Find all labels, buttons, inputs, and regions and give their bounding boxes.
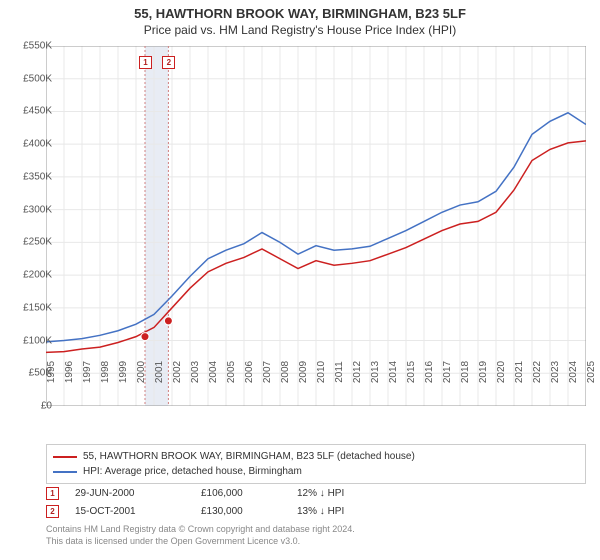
sale-price-1: £106,000 — [201, 488, 281, 499]
y-tick-label: £150K — [8, 302, 52, 313]
y-tick-label: £100K — [8, 335, 52, 346]
chart-title: 55, HAWTHORN BROOK WAY, BIRMINGHAM, B23 … — [0, 0, 600, 21]
x-tick-label: 2006 — [244, 361, 255, 383]
legend-label-property: 55, HAWTHORN BROOK WAY, BIRMINGHAM, B23 … — [83, 451, 415, 462]
x-tick-label: 2005 — [226, 361, 237, 383]
chart-subtitle: Price paid vs. HM Land Registry's House … — [0, 21, 600, 41]
x-tick-label: 2014 — [388, 361, 399, 383]
x-tick-label: 2003 — [190, 361, 201, 383]
y-tick-label: £500K — [8, 73, 52, 84]
x-tick-label: 2010 — [316, 361, 327, 383]
x-tick-label: 2019 — [478, 361, 489, 383]
sale-change-1: 12% ↓ HPI — [297, 488, 387, 499]
legend-item-property: 55, HAWTHORN BROOK WAY, BIRMINGHAM, B23 … — [53, 449, 579, 464]
x-tick-label: 2013 — [370, 361, 381, 383]
x-tick-label: 2024 — [568, 361, 579, 383]
x-tick-label: 2017 — [442, 361, 453, 383]
chart-plot — [46, 46, 586, 406]
legend-swatch-property — [53, 456, 77, 458]
legend-swatch-hpi — [53, 471, 77, 473]
x-tick-label: 2023 — [550, 361, 561, 383]
x-tick-label: 2002 — [172, 361, 183, 383]
x-tick-label: 1995 — [46, 361, 57, 383]
sale-date-1: 29-JUN-2000 — [75, 488, 185, 499]
y-tick-label: £550K — [8, 41, 52, 52]
sale-change-2: 13% ↓ HPI — [297, 506, 387, 517]
x-tick-label: 2004 — [208, 361, 219, 383]
footer-line-1: Contains HM Land Registry data © Crown c… — [46, 524, 355, 536]
chart-marker-badge: 2 — [162, 56, 175, 69]
legend-label-hpi: HPI: Average price, detached house, Birm… — [83, 466, 302, 477]
y-tick-label: £350K — [8, 171, 52, 182]
sale-row-2: 2 15-OCT-2001 £130,000 13% ↓ HPI — [46, 502, 387, 520]
y-tick-label: £450K — [8, 106, 52, 117]
legend-box: 55, HAWTHORN BROOK WAY, BIRMINGHAM, B23 … — [46, 444, 586, 484]
x-tick-label: 2007 — [262, 361, 273, 383]
sale-marker-badge-2: 2 — [46, 505, 59, 518]
x-tick-label: 2015 — [406, 361, 417, 383]
x-tick-label: 2012 — [352, 361, 363, 383]
x-tick-label: 2009 — [298, 361, 309, 383]
x-tick-label: 2022 — [532, 361, 543, 383]
sale-marker-badge-1: 1 — [46, 487, 59, 500]
legend-item-hpi: HPI: Average price, detached house, Birm… — [53, 464, 579, 479]
x-tick-label: 1997 — [82, 361, 93, 383]
x-tick-label: 2021 — [514, 361, 525, 383]
sale-date-2: 15-OCT-2001 — [75, 506, 185, 517]
sales-table: 1 29-JUN-2000 £106,000 12% ↓ HPI 2 15-OC… — [46, 484, 387, 520]
x-tick-label: 2025 — [586, 361, 597, 383]
y-tick-label: £300K — [8, 204, 52, 215]
y-tick-label: £250K — [8, 237, 52, 248]
x-tick-label: 2020 — [496, 361, 507, 383]
chart-container: 55, HAWTHORN BROOK WAY, BIRMINGHAM, B23 … — [0, 0, 600, 560]
x-tick-label: 2000 — [136, 361, 147, 383]
x-tick-label: 2001 — [154, 361, 165, 383]
y-tick-label: £200K — [8, 270, 52, 281]
chart-marker-badge: 1 — [139, 56, 152, 69]
x-tick-label: 2008 — [280, 361, 291, 383]
x-tick-label: 2018 — [460, 361, 471, 383]
x-tick-label: 2016 — [424, 361, 435, 383]
y-tick-label: £0 — [8, 401, 52, 412]
x-tick-label: 1998 — [100, 361, 111, 383]
x-tick-label: 1996 — [64, 361, 75, 383]
sale-price-2: £130,000 — [201, 506, 281, 517]
footer-attribution: Contains HM Land Registry data © Crown c… — [46, 524, 355, 547]
chart-area — [46, 46, 586, 406]
y-tick-label: £400K — [8, 139, 52, 150]
x-tick-label: 2011 — [334, 361, 345, 383]
footer-line-2: This data is licensed under the Open Gov… — [46, 536, 355, 548]
sale-row-1: 1 29-JUN-2000 £106,000 12% ↓ HPI — [46, 484, 387, 502]
x-tick-label: 1999 — [118, 361, 129, 383]
